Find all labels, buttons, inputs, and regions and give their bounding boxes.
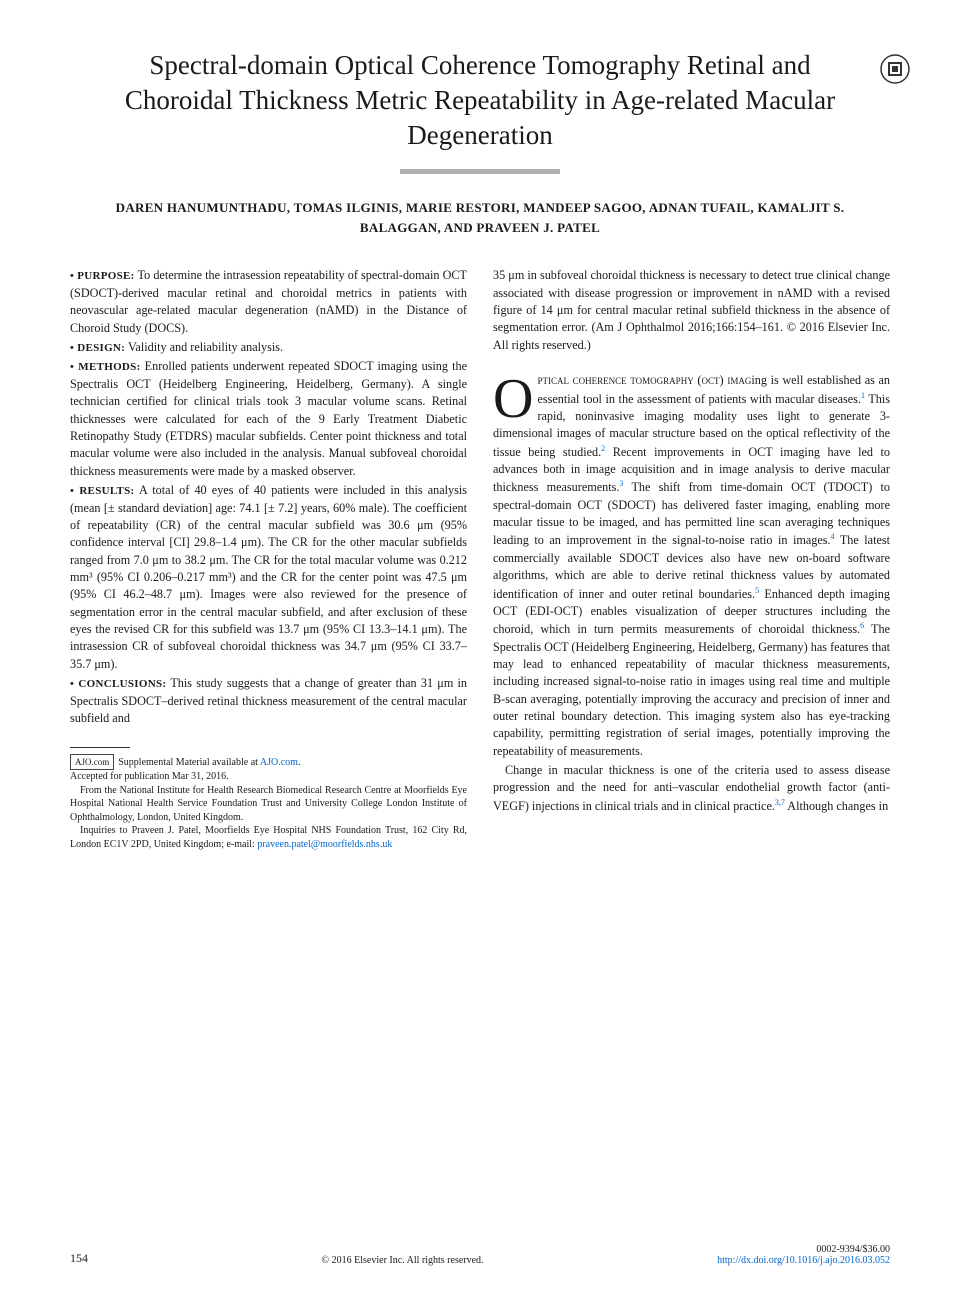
author-email[interactable]: praveen.patel@moorfields.nhs.uk <box>257 839 392 850</box>
results-label: • RESULTS: <box>70 485 135 497</box>
inquiries-line: Inquiries to Praveen J. Patel, Moorfield… <box>70 824 467 851</box>
design-text: Validity and reliability analysis. <box>125 340 283 354</box>
conclusions-label: • CONCLUSIONS: <box>70 678 166 690</box>
ref-3-7[interactable]: 3,7 <box>775 798 785 807</box>
affiliation-line: From the National Institute for Health R… <box>70 784 467 825</box>
methods-text: Enrolled patients underwent repeated SDO… <box>70 359 467 477</box>
design-label: • DESIGN: <box>70 342 125 354</box>
abstract-purpose: • PURPOSE: To determine the intrasession… <box>70 267 467 337</box>
page-number: 154 <box>70 1251 88 1266</box>
footnote-rule <box>70 747 130 748</box>
doi-link[interactable]: http://dx.doi.org/10.1016/j.ajo.2016.03.… <box>717 1255 890 1266</box>
left-column: • PURPOSE: To determine the intrasession… <box>70 267 467 851</box>
results-text: A total of 40 eyes of 40 patients were i… <box>70 483 467 671</box>
p7b: Although changes in <box>785 799 888 813</box>
title-divider <box>400 169 560 174</box>
body-paragraph-2: Change in macular thickness is one of th… <box>493 762 890 815</box>
body-paragraph-1: Optical coherence tomography (oct) imagi… <box>493 372 890 760</box>
lead-smallcaps: ptical coherence tomography (oct) imag <box>537 373 751 387</box>
p6: The Spectralis OCT (Heidelberg Engineeri… <box>493 622 890 757</box>
copyright-line: © 2016 Elsevier Inc. All rights reserved… <box>88 1255 717 1266</box>
supplemental-text: Supplemental Material available at <box>118 757 260 768</box>
abstract-design: • DESIGN: Validity and reliability analy… <box>70 339 467 357</box>
issn-line: 0002-9394/$36.00 <box>717 1244 890 1255</box>
right-column: 35 μm in subfoveal choroidal thickness i… <box>493 267 890 851</box>
dropcap: O <box>493 372 537 424</box>
methods-label: • METHODS: <box>70 361 141 373</box>
purpose-label: • PURPOSE: <box>70 270 135 282</box>
abstract-continued: 35 μm in subfoveal choroidal thickness i… <box>493 267 890 354</box>
abstract-methods: • METHODS: Enrolled patients underwent r… <box>70 358 467 480</box>
title-block: Spectral-domain Optical Coherence Tomogr… <box>70 48 890 237</box>
ajo-badge: AJO.com <box>70 754 114 770</box>
accepted-line: Accepted for publication Mar 31, 2016. <box>70 770 467 784</box>
footnotes-block: AJO.comSupplemental Material available a… <box>70 754 467 851</box>
footer-right: 0002-9394/$36.00 http://dx.doi.org/10.10… <box>717 1244 890 1266</box>
crossmark-icon[interactable] <box>880 54 910 84</box>
abstract-results: • RESULTS: A total of 40 eyes of 40 pati… <box>70 482 467 673</box>
page-footer: 154 © 2016 Elsevier Inc. All rights rese… <box>70 1244 890 1266</box>
author-list: DAREN HANUMUNTHADU, TOMAS ILGINIS, MARIE… <box>70 198 890 237</box>
ajo-link[interactable]: AJO.com <box>260 757 298 768</box>
two-column-layout: • PURPOSE: To determine the intrasession… <box>70 267 890 851</box>
supplemental-line: AJO.comSupplemental Material available a… <box>70 754 467 770</box>
abstract-conclusions: • CONCLUSIONS: This study suggests that … <box>70 675 467 727</box>
article-title: Spectral-domain Optical Coherence Tomogr… <box>70 48 890 153</box>
